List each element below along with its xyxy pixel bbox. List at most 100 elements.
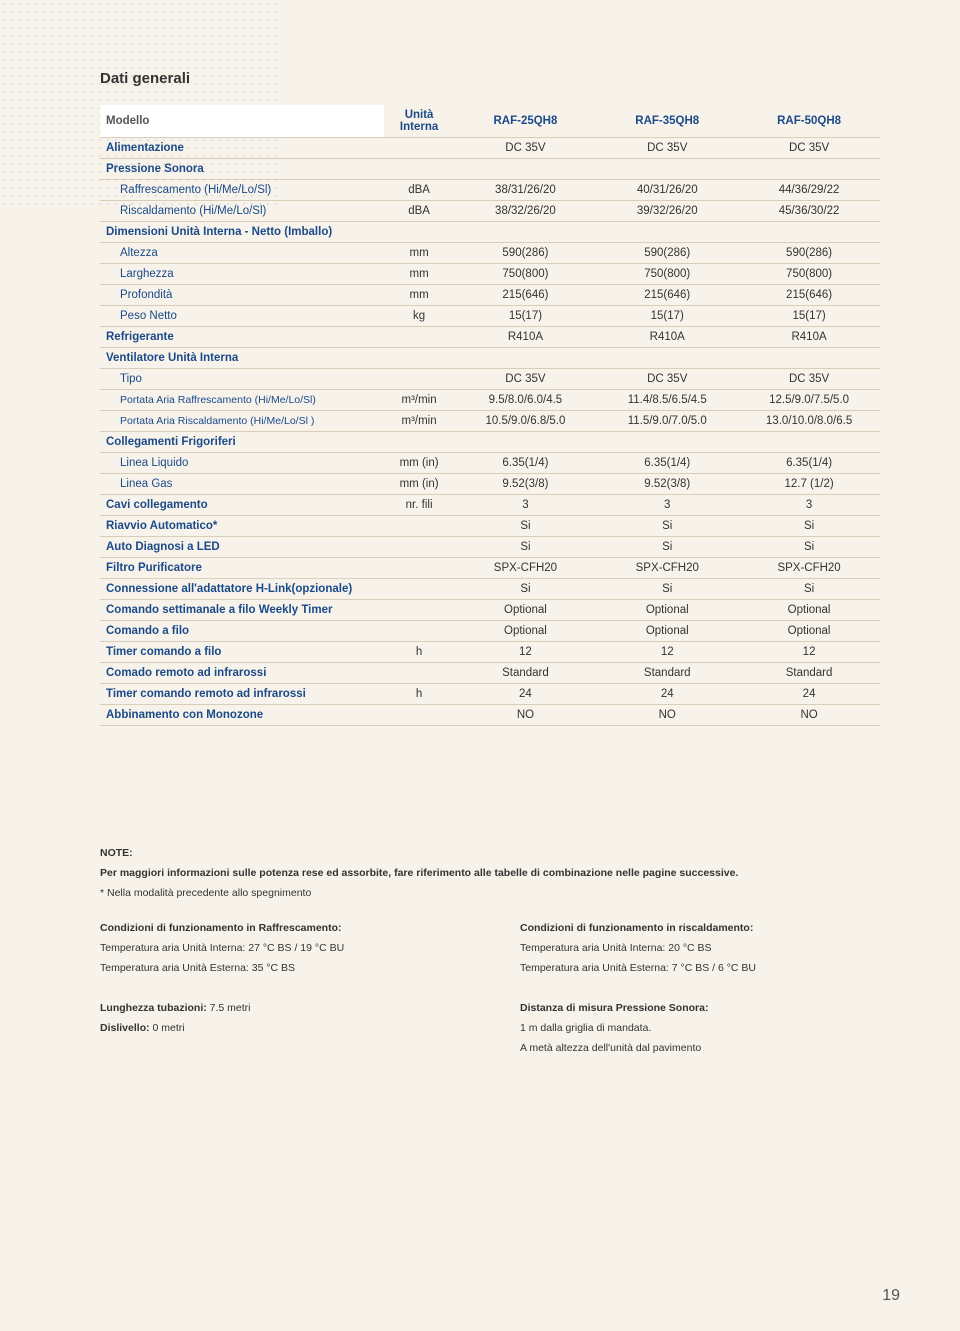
row-label: Timer comando a filo (100, 642, 384, 663)
row-value: 13.0/10.0/8.0/6.5 (738, 411, 880, 432)
row-unit (384, 138, 455, 159)
row-value: Si (596, 537, 738, 558)
row-value: 24 (738, 684, 880, 705)
row-value: NO (738, 705, 880, 726)
row-value: Optional (738, 621, 880, 642)
row-value: NO (455, 705, 597, 726)
row-value: Si (596, 579, 738, 600)
row-value (455, 348, 597, 369)
row-value: SPX-CFH20 (455, 558, 597, 579)
row-unit: h (384, 642, 455, 663)
row-value: 6.35(1/4) (596, 453, 738, 474)
table-row: AlimentazioneDC 35VDC 35VDC 35V (100, 138, 880, 159)
row-unit: nr. fili (384, 495, 455, 516)
row-value (596, 159, 738, 180)
header-col: RAF-35QH8 (596, 105, 738, 138)
row-value: Si (738, 516, 880, 537)
row-value: DC 35V (738, 369, 880, 390)
lung-tub: 7.5 metri (207, 1002, 251, 1014)
row-unit: mm (in) (384, 474, 455, 495)
row-value (738, 348, 880, 369)
row-label: Pressione Sonora (100, 159, 384, 180)
row-value (596, 432, 738, 453)
page-number: 19 (882, 1287, 900, 1305)
table-row: TipoDC 35VDC 35VDC 35V (100, 369, 880, 390)
table-row: RefrigeranteR410AR410AR410A (100, 327, 880, 348)
row-value: 38/32/26/20 (455, 201, 597, 222)
table-row: Timer comando remoto ad infrarossih24242… (100, 684, 880, 705)
row-value: 11.5/9.0/7.0/5.0 (596, 411, 738, 432)
row-value: 215(646) (596, 285, 738, 306)
notes-col-right-2: Distanza di misura Pressione Sonora: 1 m… (520, 1001, 880, 1062)
row-value: 6.35(1/4) (455, 453, 597, 474)
row-value: Optional (596, 600, 738, 621)
table-row: Auto Diagnosi a LEDSiSiSi (100, 537, 880, 558)
row-value (455, 159, 597, 180)
row-label: Altezza (100, 243, 384, 264)
row-label: Alimentazione (100, 138, 384, 159)
row-value: 12 (738, 642, 880, 663)
row-value: 15(17) (596, 306, 738, 327)
table-row: Riavvio Automatico*SiSiSi (100, 516, 880, 537)
row-label: Linea Gas (100, 474, 384, 495)
row-value: Standard (455, 663, 597, 684)
dist-mis-l1: 1 m dalla griglia di mandata. (520, 1021, 880, 1035)
row-label: Tipo (100, 369, 384, 390)
row-value: 590(286) (738, 243, 880, 264)
row-value: DC 35V (738, 138, 880, 159)
row-value: SPX-CFH20 (596, 558, 738, 579)
table-row: Dimensioni Unità Interna - Netto (Imball… (100, 222, 880, 243)
row-unit: dBA (384, 180, 455, 201)
row-label: Filtro Purificatore (100, 558, 384, 579)
row-value: Si (455, 579, 597, 600)
row-value: 38/31/26/20 (455, 180, 597, 201)
row-value (738, 159, 880, 180)
row-value: 10.5/9.0/6.8/5.0 (455, 411, 597, 432)
row-unit: kg (384, 306, 455, 327)
row-unit: mm (384, 243, 455, 264)
table-row: Portata Aria Riscaldamento (Hi/Me/Lo/Sl … (100, 411, 880, 432)
table-row: Riscaldamento (Hi/Me/Lo/Sl)dBA38/32/26/2… (100, 201, 880, 222)
cond-risc-title: Condizioni di funzionamento in riscaldam… (520, 921, 880, 935)
row-label: Peso Netto (100, 306, 384, 327)
row-unit: dBA (384, 201, 455, 222)
header-col: RAF-25QH8 (455, 105, 597, 138)
row-unit (384, 705, 455, 726)
row-value: R410A (596, 327, 738, 348)
row-unit (384, 537, 455, 558)
row-value: 590(286) (455, 243, 597, 264)
row-label: Abbinamento con Monozone (100, 705, 384, 726)
notes-col-left-1: Condizioni di funzionamento in Raffresca… (100, 921, 460, 982)
row-label: Auto Diagnosi a LED (100, 537, 384, 558)
table-row: Altezzamm590(286)590(286)590(286) (100, 243, 880, 264)
cond-risc-l1: Temperatura aria Unità Interna: 20 °C BS (520, 941, 880, 955)
row-label: Cavi collegamento (100, 495, 384, 516)
row-value (455, 432, 597, 453)
row-value: 3 (738, 495, 880, 516)
table-row: Comando settimanale a filo Weekly TimerO… (100, 600, 880, 621)
row-label: Riscaldamento (Hi/Me/Lo/Sl) (100, 201, 384, 222)
row-value: DC 35V (596, 138, 738, 159)
table-row: Pressione Sonora (100, 159, 880, 180)
row-value: R410A (738, 327, 880, 348)
header-unit: Unità Interna (384, 105, 455, 138)
row-value: Standard (596, 663, 738, 684)
row-label: Larghezza (100, 264, 384, 285)
row-label: Comado remoto ad infrarossi (100, 663, 384, 684)
row-unit: mm (384, 264, 455, 285)
table-row: Connessione all'adattatore H-Link(opzion… (100, 579, 880, 600)
row-unit (384, 579, 455, 600)
cond-raff-l1: Temperatura aria Unità Interna: 27 °C BS… (100, 941, 460, 955)
row-unit: mm (in) (384, 453, 455, 474)
row-value: 24 (596, 684, 738, 705)
row-unit: h (384, 684, 455, 705)
table-row: Profonditàmm215(646)215(646)215(646) (100, 285, 880, 306)
dist-mis-l2: A metà altezza dell'unità dal pavimento (520, 1041, 880, 1055)
row-label: Raffrescamento (Hi/Me/Lo/Sl) (100, 180, 384, 201)
disliv: 0 metri (150, 1022, 185, 1034)
row-value: Optional (455, 600, 597, 621)
row-value: 24 (455, 684, 597, 705)
section-title: Dati generali (100, 70, 880, 87)
row-value: 12.7 (1/2) (738, 474, 880, 495)
table-row: Collegamenti Frigoriferi (100, 432, 880, 453)
